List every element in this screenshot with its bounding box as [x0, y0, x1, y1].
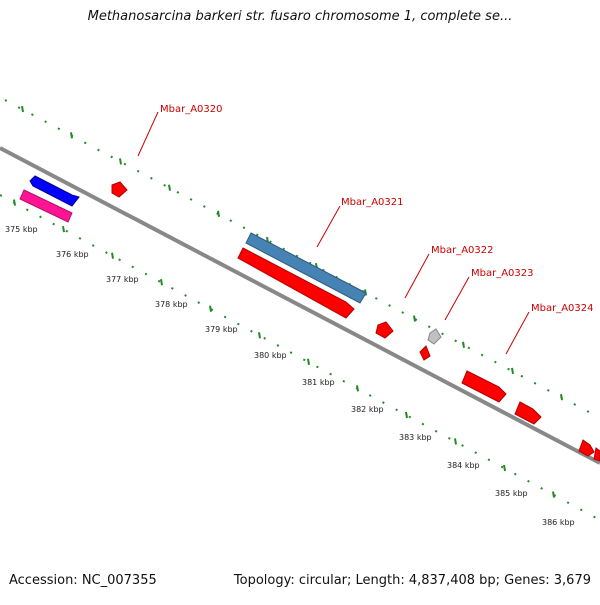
- outer-major-tick: [21, 105, 24, 113]
- outer-major-tick: [462, 341, 465, 348]
- inner-major-tick: [258, 332, 261, 339]
- scale-label-10: 385 kbp: [495, 489, 528, 498]
- outer-tick-ring: [4, 99, 600, 419]
- outer-major-tick: [119, 158, 122, 165]
- gene-red-long-arrow[interactable]: [237, 247, 355, 319]
- inner-major-tick: [62, 225, 65, 233]
- scale-label-4: 379 kbp: [205, 325, 238, 334]
- outer-major-tick: [511, 367, 514, 375]
- gene-label-mbar-a0321: Mbar_A0321: [341, 197, 404, 208]
- inner-tick-ring: [0, 194, 600, 521]
- accession-text: Accession: NC_007355: [9, 573, 157, 588]
- gene-label-mbar-a0324: Mbar_A0324: [531, 303, 594, 314]
- inner-major-tick: [307, 358, 310, 365]
- outer-major-tick: [217, 210, 220, 218]
- inner-major-tick: [111, 252, 114, 259]
- inner-major-tick: [552, 491, 555, 498]
- scale-labels: 375 kbp 376 kbp 377 kbp 378 kbp 379 kbp 380 k…: [5, 225, 575, 527]
- label-leaders: [137, 111, 530, 355]
- gene-pink-bar[interactable]: [19, 189, 73, 223]
- scale-label-11: 386 kbp: [542, 518, 575, 527]
- gene-label-mbar-a0323: Mbar_A0323: [471, 268, 534, 279]
- inner-major-tick: [209, 305, 212, 312]
- inner-major-tick: [503, 464, 506, 472]
- topology-text: Topology: circular; Length: 4,837,408 bp…: [233, 573, 591, 588]
- chromosome-backbone: [0, 146, 600, 465]
- gene-mbar-a0321-bar[interactable]: [245, 232, 367, 304]
- outer-major-tick: [413, 315, 416, 322]
- inner-major-tick: [13, 199, 16, 206]
- outer-major-tick: [560, 393, 563, 401]
- inner-major-tick: [160, 279, 163, 286]
- scale-label-9: 384 kbp: [447, 461, 480, 470]
- gene-label-mbar-a0322: Mbar_A0322: [431, 245, 494, 256]
- scale-label-7: 382 kbp: [351, 405, 384, 414]
- inner-major-tick: [356, 385, 359, 392]
- scale-label-5: 380 kbp: [254, 351, 287, 360]
- major-ticks: [13, 105, 563, 498]
- scale-label-6: 381 kbp: [302, 378, 335, 387]
- map-title: Methanosarcina barkeri str. fusaro chrom…: [87, 9, 513, 24]
- inner-major-tick: [454, 438, 457, 445]
- scale-label-2: 377 kbp: [106, 275, 139, 284]
- outer-major-tick: [70, 132, 73, 139]
- gene-mbar-a0320-arrow[interactable]: [111, 181, 128, 198]
- gene-label-mbar-a0320: Mbar_A0320: [160, 104, 223, 115]
- scale-label-8: 383 kbp: [399, 433, 432, 442]
- gene-mbar-a0322-arrow[interactable]: [375, 321, 394, 339]
- scale-label-3: 378 kbp: [155, 300, 188, 309]
- gene-mbar-a0324-arrow[interactable]: [461, 370, 507, 403]
- gene-labels: Mbar_A0320 Mbar_A0321 Mbar_A0322 Mbar_A0323…: [160, 104, 594, 314]
- gene-mbar-a0323-gray[interactable]: [427, 328, 442, 345]
- gene-red-arrow-2[interactable]: [514, 401, 542, 425]
- scale-label-1: 376 kbp: [56, 250, 89, 259]
- gene-blue-arrow[interactable]: [29, 175, 80, 207]
- inner-major-tick: [405, 411, 408, 419]
- outer-major-tick: [168, 184, 171, 191]
- gene-features[interactable]: [19, 175, 600, 462]
- scale-label-0: 375 kbp: [5, 225, 38, 234]
- gene-small-red-arrow[interactable]: [419, 345, 431, 361]
- gene-red-arrow-3[interactable]: [578, 439, 595, 457]
- gene-red-arrow-4[interactable]: [593, 447, 600, 462]
